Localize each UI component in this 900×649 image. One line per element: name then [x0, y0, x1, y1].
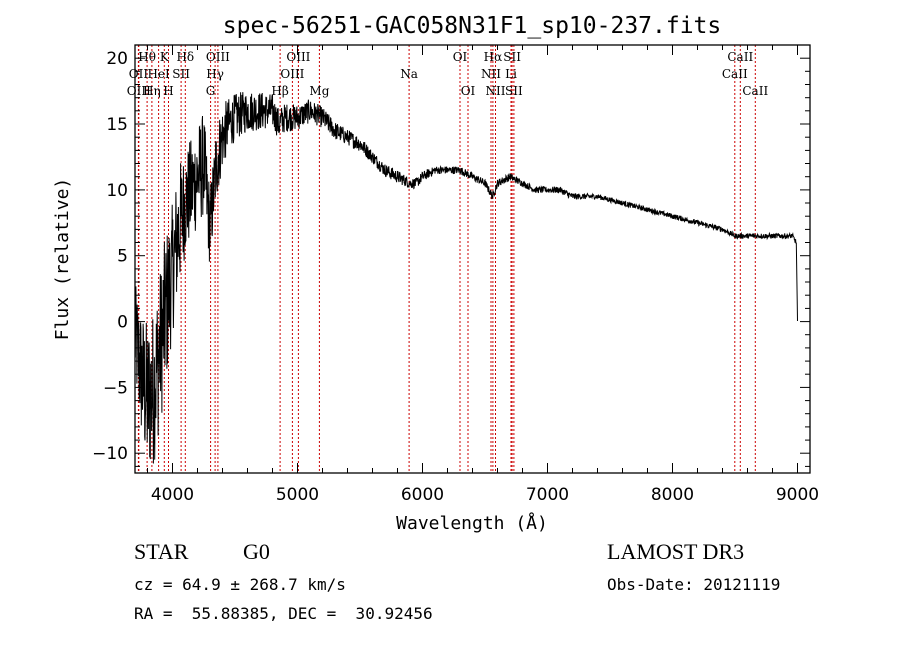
- line-label-17: OI: [453, 50, 468, 64]
- object-subclass: G0: [243, 539, 270, 564]
- x-tick-label-9000: 9000: [776, 485, 819, 505]
- x-axis-label: Wavelength (Å): [396, 512, 548, 534]
- x-tick-label-8000: 8000: [651, 485, 694, 505]
- spectral-line-markers: [137, 45, 756, 473]
- line-label-7: H: [163, 84, 173, 98]
- spectrum-layer: [134, 92, 798, 464]
- y-axis-label: Flux (relative): [52, 178, 73, 341]
- line-label-11: G: [206, 84, 216, 98]
- line-label-12: Hβ: [271, 84, 288, 98]
- y-tick-label--10: −10: [92, 444, 128, 464]
- y-tick-label-15: 15: [106, 115, 128, 135]
- line-label-9: OIII: [206, 50, 230, 64]
- y-axis: −10 −5 0 5 10 15 20: [92, 49, 810, 467]
- line-label-22: SII: [503, 50, 521, 64]
- y-tick-label--5: −5: [103, 378, 128, 398]
- chart-title: spec-56251-GAC058N31F1_sp10-237.fits: [223, 13, 722, 39]
- spectrum-line: [134, 92, 798, 464]
- x-tick-label-7000: 7000: [526, 485, 569, 505]
- x-tick-label-6000: 6000: [401, 485, 444, 505]
- line-label-13: OIII: [286, 50, 310, 64]
- redshift-text: cz = 64.9 ± 268.7 km/s: [134, 575, 346, 594]
- line-label-8: Hδ: [176, 50, 194, 64]
- line-label-18: OI: [461, 84, 476, 98]
- y-tick-label-10: 10: [106, 181, 128, 201]
- line-label-15: Mg: [309, 84, 329, 98]
- x-tick-label-5000: 5000: [276, 485, 319, 505]
- line-label-25: CaII: [727, 50, 753, 64]
- line-label-26: CaII: [722, 67, 748, 81]
- line-label-6: SII: [172, 67, 190, 81]
- line-label-19: Hα: [484, 50, 503, 64]
- line-label-23: Li: [505, 67, 517, 81]
- object-class: STAR: [134, 539, 189, 564]
- line-label-27: CaII: [742, 84, 768, 98]
- x-axis: 4000 5000 6000 7000 8000 9000: [147, 45, 819, 505]
- line-label-1: OII: [129, 67, 149, 81]
- line-label-16: Na: [400, 67, 418, 81]
- y-tick-label-0: 0: [117, 313, 128, 333]
- line-label-21: NII: [486, 84, 506, 98]
- line-label-4: K: [160, 50, 170, 64]
- line-label-14: OIII: [280, 67, 304, 81]
- survey-name: LAMOST DR3: [607, 539, 745, 564]
- y-tick-label-20: 20: [106, 49, 128, 69]
- line-label-3: Hη: [143, 84, 161, 98]
- line-label-2: OIII: [127, 84, 151, 98]
- y-tick-label-5: 5: [117, 247, 128, 267]
- ra-dec: RA = 55.88385, DEC = 30.92456: [134, 604, 433, 623]
- line-label-10: Hγ: [206, 67, 224, 81]
- x-tick-label-4000: 4000: [151, 485, 194, 505]
- line-label-0: Hθ: [138, 50, 156, 64]
- obs-date: Obs-Date: 20121119: [607, 575, 781, 594]
- line-label-24: SII: [505, 84, 523, 98]
- line-label-5: HeI: [147, 67, 170, 81]
- line-label-20: NII: [481, 67, 501, 81]
